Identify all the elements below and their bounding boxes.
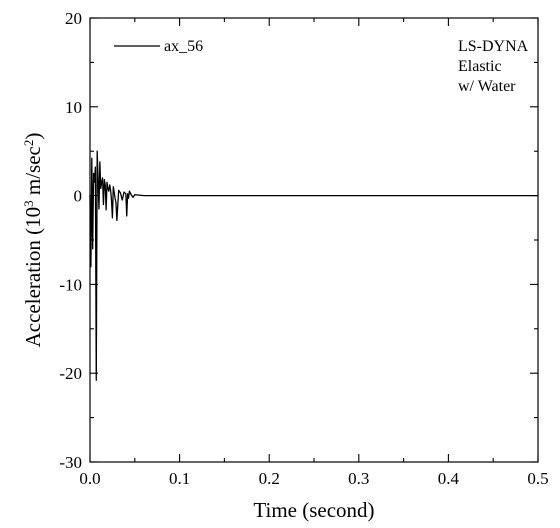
y-tick-label: 20 (65, 9, 82, 28)
x-axis-ticks: 0.0 0.1 0.2 0.3 0.4 0.5 (79, 18, 549, 488)
y-tick-label: -20 (59, 364, 82, 383)
annotation-block: LS-DYNA Elastic w/ Water (458, 38, 529, 95)
y-axis-title-exponent-2: 2 (21, 140, 36, 147)
legend-label-ax-56: ax_56 (164, 38, 203, 55)
y-axis-title: Acceleration (103 m/sec2) (21, 133, 46, 348)
x-tick-label: 0.1 (169, 469, 190, 488)
x-tick-label: 0.5 (527, 469, 548, 488)
y-axis-title-exponent-1: 3 (21, 200, 36, 207)
y-tick-label: -10 (59, 275, 82, 294)
y-tick-label: 0 (74, 187, 83, 206)
annotation-line-condition: w/ Water (458, 78, 516, 95)
series-line-ax-56 (89, 150, 538, 381)
legend: ax_56 (114, 38, 203, 55)
y-axis-title-prefix: Acceleration (10 (21, 207, 45, 348)
series-layer (89, 150, 538, 381)
x-tick-label: 0.2 (259, 469, 280, 488)
annotation-line-software: LS-DYNA (458, 38, 529, 55)
annotation-line-material: Elastic (458, 58, 502, 75)
x-tick-label: 0.0 (79, 469, 100, 488)
y-axis-title-suffix: ) (21, 133, 45, 140)
x-tick-label: 0.4 (438, 469, 460, 488)
x-axis-title: Time (second) (253, 498, 374, 522)
y-tick-label: -30 (59, 453, 82, 472)
y-tick-label: 10 (65, 98, 82, 117)
y-axis-ticks: -30 -20 -10 0 10 20 (59, 9, 538, 472)
y-axis-title-unit: m/sec (21, 146, 45, 200)
x-tick-label: 0.3 (348, 469, 369, 488)
